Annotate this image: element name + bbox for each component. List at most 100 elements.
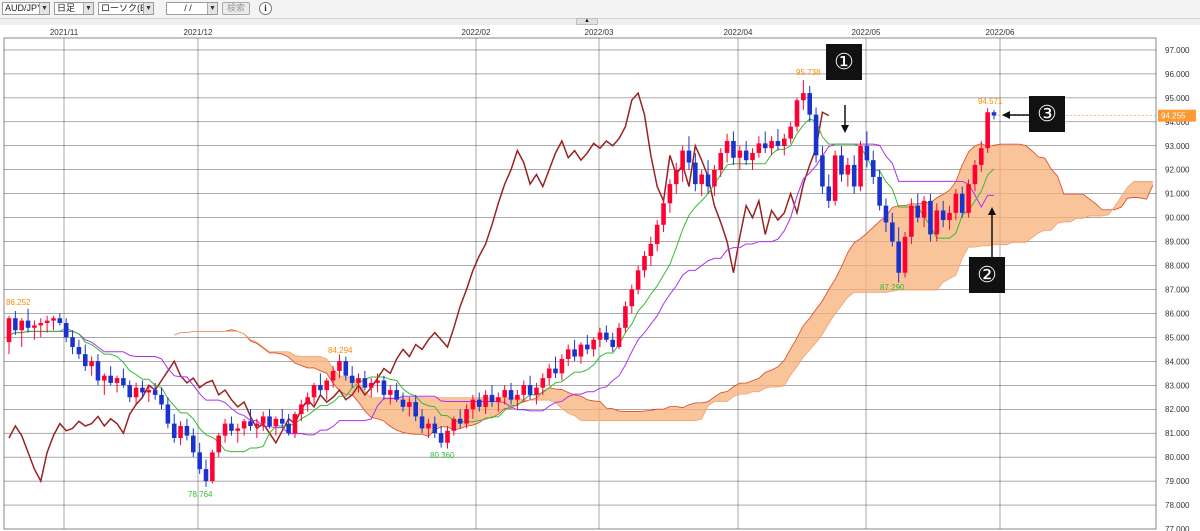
candle-body [909,205,914,237]
candle-body [673,169,679,185]
search-button[interactable]: 検索 [222,2,250,15]
candle-body [565,349,571,359]
candle-body [794,100,800,127]
candle-body [616,327,622,347]
candle-body [305,397,310,405]
candle-body [629,289,635,307]
candle-body [604,332,609,340]
candle-body [368,382,374,388]
chevron-down-icon: ▼ [207,3,217,14]
candle-body [870,160,876,177]
candle-body [693,162,698,185]
candle-body [934,210,940,235]
candle-body [108,375,113,383]
candle-body [32,325,37,328]
tenkan-line [8,118,995,453]
candle-body [985,112,990,149]
candle-body [63,323,69,338]
candle-body [832,155,838,201]
candle-body [890,222,895,242]
candle-body [260,416,266,424]
candle-body [311,385,317,398]
info-icon[interactable]: i [259,2,272,15]
candle-body [585,344,590,350]
candle-body [921,200,927,218]
candle-body [820,155,825,187]
candle-body [508,390,514,400]
candle-body [267,416,272,427]
candle-body [191,435,196,453]
period-value: 日足 [57,3,76,13]
price-chart[interactable]: 97.000 96.000 95.000 94.000 93.000 92.000 91.0… [0,25,1200,531]
candle-body [718,152,724,170]
candle-body [476,399,482,407]
candle-body [343,361,349,376]
candle-body [146,390,152,393]
candle-body [801,93,806,101]
period-select[interactable]: 日足 ▼ [54,2,94,15]
candle-body [489,394,495,403]
candle-body [273,418,279,427]
candle-body [972,164,978,185]
y-tick-label: 90.000 [1165,214,1190,223]
candle-body [413,402,418,417]
y-tick-label: 91.000 [1165,190,1190,199]
candle-body [712,169,717,187]
candle-body [864,145,870,161]
senkou-span-b-line [174,180,1153,422]
candle-body [966,184,971,213]
y-tick-label: 84.000 [1165,357,1190,366]
y-tick-label: 94.000 [1165,118,1190,127]
y-tick-label: 89.000 [1165,238,1190,247]
y-tick-label: 82.000 [1165,405,1190,414]
y-tick-label: 97.000 [1165,46,1190,55]
candle-body [731,140,736,158]
candle-body [51,318,56,321]
high-marker-label: 84.294 [328,346,353,355]
candle-body [858,145,863,187]
candle-body [610,339,615,347]
candle-body [769,140,774,149]
candle-body [178,426,183,438]
candle-body [438,433,444,443]
chart-kind-value: ローソク(BID) [101,3,154,13]
candle-body [19,320,24,331]
candle-body [70,337,75,347]
y-tick-label: 88.000 [1165,262,1190,271]
candle-body [915,205,921,218]
candle-body [470,399,476,410]
candle-body [724,140,730,153]
callout-two: ② [969,257,1005,293]
candle-body [432,423,438,434]
date-input[interactable]: / / ▼ [166,2,218,15]
candle-body [959,193,965,213]
candle-body [546,368,552,379]
candle-body [762,143,768,149]
high-marker-label: 86.252 [6,298,31,307]
candle-body [57,318,63,324]
currency-pair-select[interactable]: AUD/JPY ▼ [2,2,50,15]
candle-body [13,318,18,331]
candle-body [337,361,342,371]
y-tick-label: 93.000 [1165,142,1190,151]
low-marker-label: 78.764 [188,490,213,499]
chart-kind-select[interactable]: ローソク(BID) ▼ [98,2,154,15]
x-tick-label: 2022/06 [986,28,1015,37]
candle-body [235,428,241,431]
candle-body [381,380,387,395]
candle-body [940,210,946,221]
y-tick-label: 95.000 [1165,94,1190,103]
candle-body [356,378,361,383]
candle-body [349,375,355,383]
candle-body [318,385,323,391]
candle-body [928,200,933,235]
candle-body [330,370,336,381]
candle-body [210,452,215,482]
candle-body [159,394,164,405]
candle-body [680,150,685,170]
candle-body [222,423,228,436]
candle-body [76,346,82,355]
collapse-panel-button[interactable]: ▲ [576,18,598,25]
current-price-tag [1158,109,1196,122]
candle-body [203,469,209,482]
